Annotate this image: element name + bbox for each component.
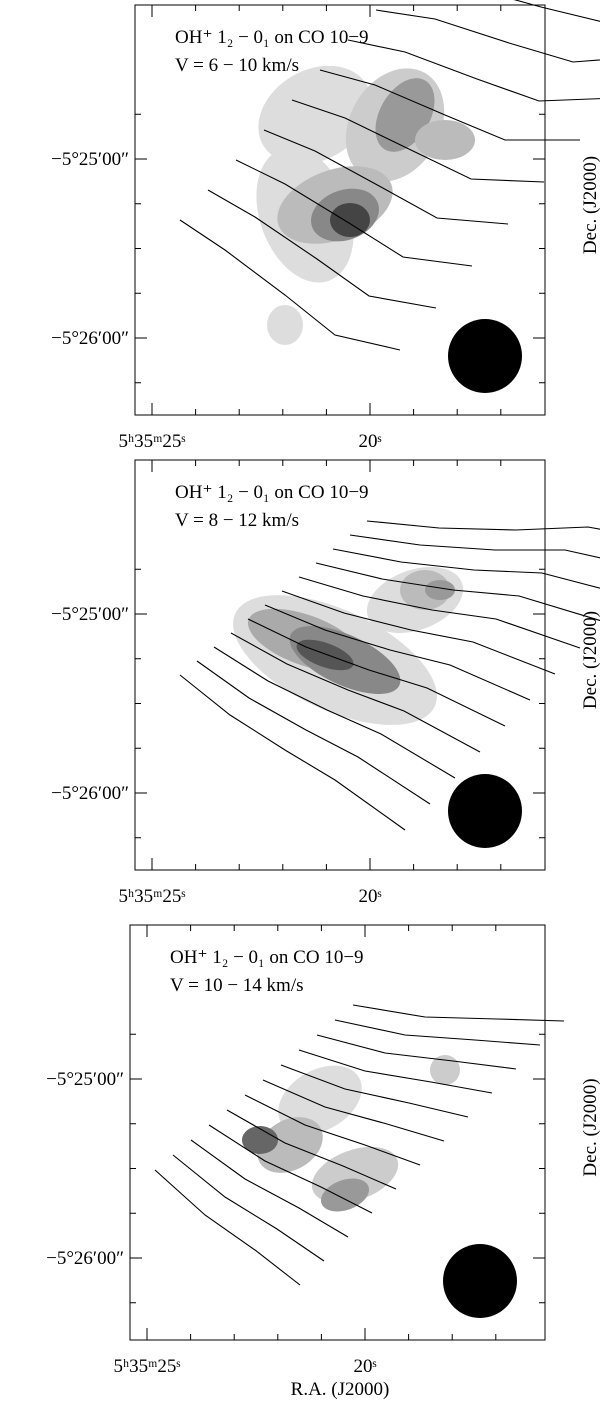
y-axis-label: Dec. (J2000) <box>580 611 600 709</box>
contour <box>244 1094 421 1166</box>
beam <box>448 319 522 393</box>
contour <box>196 660 431 805</box>
contour <box>315 562 600 622</box>
y-axis-label: Dec. (J2000) <box>580 1078 600 1176</box>
emission-blob <box>242 1126 278 1154</box>
contour <box>280 1064 469 1118</box>
contour <box>347 39 600 102</box>
contour <box>179 674 406 831</box>
contour <box>298 576 581 649</box>
emission-blob <box>320 1178 370 1212</box>
contour <box>208 1124 373 1214</box>
y-tick-label: −5°26′00″ <box>51 328 129 349</box>
contour <box>319 69 580 141</box>
emission-blob <box>296 639 354 671</box>
x-tick-label: 20ˢ <box>358 431 381 452</box>
contour <box>154 1169 301 1286</box>
contour <box>190 1139 349 1238</box>
contour <box>316 1034 517 1070</box>
contour <box>247 618 506 727</box>
contour <box>213 646 456 779</box>
y-axis-label: Dec. (J2000) <box>580 156 600 254</box>
contour <box>334 1019 541 1046</box>
contour <box>291 99 545 183</box>
contour <box>298 1049 493 1094</box>
emission-blob <box>330 203 370 237</box>
x-axis-label: R.A. (J2000) <box>291 1379 390 1400</box>
panel: OH⁺ 1₂ − 0₁ on CO 10−9 V = 8 − 12 km/s 5ʰ3… <box>51 459 600 907</box>
panel-title: OH⁺ 1₂ − 0₁ on CO 10−9 <box>170 947 364 968</box>
frame <box>129 924 546 1341</box>
y-tick-label: −5°26′00″ <box>46 1248 124 1269</box>
emission-blob <box>267 305 303 345</box>
contour <box>230 632 481 753</box>
emission-blob <box>415 120 475 160</box>
contour <box>226 1109 397 1190</box>
emission-blob <box>430 1055 460 1085</box>
velocity-range: V = 8 − 12 km/s <box>175 510 299 531</box>
contour <box>352 1004 565 1022</box>
frame <box>134 4 546 416</box>
contour <box>179 219 401 351</box>
velocity-range: V = 10 − 14 km/s <box>170 975 304 996</box>
y-tick-label: −5°25′00″ <box>51 604 129 625</box>
contour <box>366 520 600 531</box>
panel-title: OH⁺ 1₂ − 0₁ on CO 10−9 <box>175 27 369 48</box>
panel: OH⁺ 1₂ − 0₁ on CO 10−9 V = 10 − 14 km/s 5ʰ… <box>46 924 600 1377</box>
x-tick-label: 20ˢ <box>353 1356 376 1377</box>
contour <box>264 604 531 701</box>
panel-title: OH⁺ 1₂ − 0₁ on CO 10−9 <box>175 482 369 503</box>
y-tick-label: −5°25′00″ <box>46 1069 124 1090</box>
contour <box>513 0 600 22</box>
contour <box>281 590 556 675</box>
x-tick-label: 5ʰ35ᵐ25ˢ <box>119 886 186 907</box>
y-tick-label: −5°26′00″ <box>51 783 129 804</box>
contour <box>332 548 600 589</box>
contour <box>207 189 437 309</box>
panel: OH⁺ 1₂ − 0₁ on CO 10−9 V = 6 − 10 km/s 5ʰ3… <box>51 0 600 452</box>
contour <box>172 1154 325 1262</box>
x-tick-label: 5ʰ35ᵐ25ˢ <box>119 431 186 452</box>
beam <box>448 774 522 848</box>
frame <box>134 459 546 871</box>
velocity-range: V = 6 − 10 km/s <box>175 55 299 76</box>
emission-blob <box>425 580 455 600</box>
contour <box>349 534 600 559</box>
contour <box>235 159 473 267</box>
contour <box>262 1079 445 1142</box>
x-tick-label: 5ʰ35ᵐ25ˢ <box>114 1356 181 1377</box>
y-tick-label: −5°25′00″ <box>51 149 129 170</box>
x-tick-label: 20ˢ <box>358 886 381 907</box>
beam <box>443 1244 517 1318</box>
contour <box>375 9 600 63</box>
contour <box>263 129 509 225</box>
